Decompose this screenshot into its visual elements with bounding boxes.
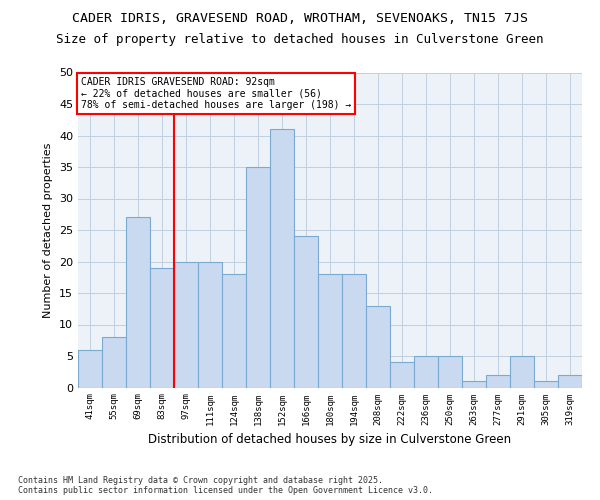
Text: Contains HM Land Registry data © Crown copyright and database right 2025.
Contai: Contains HM Land Registry data © Crown c… — [18, 476, 433, 495]
Text: CADER IDRIS GRAVESEND ROAD: 92sqm
← 22% of detached houses are smaller (56)
78% : CADER IDRIS GRAVESEND ROAD: 92sqm ← 22% … — [80, 77, 351, 110]
Bar — [462, 381, 486, 388]
Bar — [534, 381, 558, 388]
Bar — [150, 268, 174, 388]
Bar — [486, 375, 510, 388]
Bar — [222, 274, 246, 388]
Text: Size of property relative to detached houses in Culverstone Green: Size of property relative to detached ho… — [56, 32, 544, 46]
Y-axis label: Number of detached properties: Number of detached properties — [43, 142, 53, 318]
Bar — [174, 262, 198, 388]
Bar — [246, 167, 270, 388]
Bar — [438, 356, 462, 388]
Bar — [270, 129, 294, 388]
Text: CADER IDRIS, GRAVESEND ROAD, WROTHAM, SEVENOAKS, TN15 7JS: CADER IDRIS, GRAVESEND ROAD, WROTHAM, SE… — [72, 12, 528, 26]
Bar — [390, 362, 414, 388]
Bar — [510, 356, 534, 388]
Bar — [102, 337, 126, 388]
Bar — [294, 236, 318, 388]
Bar — [558, 375, 582, 388]
Bar — [342, 274, 366, 388]
Bar — [198, 262, 222, 388]
Bar — [414, 356, 438, 388]
Bar — [318, 274, 342, 388]
X-axis label: Distribution of detached houses by size in Culverstone Green: Distribution of detached houses by size … — [148, 433, 512, 446]
Bar — [126, 218, 150, 388]
Bar — [366, 306, 390, 388]
Bar — [78, 350, 102, 388]
